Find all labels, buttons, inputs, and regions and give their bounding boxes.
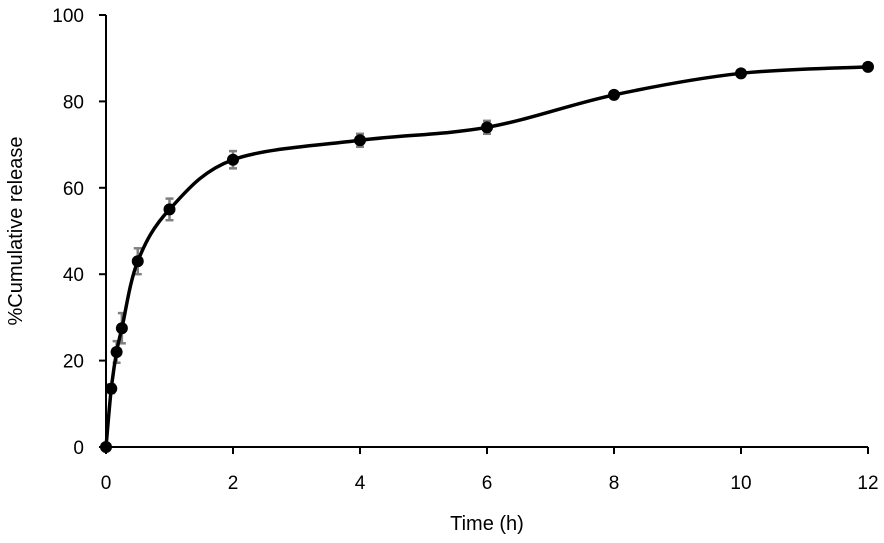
x-tick-label: 2 <box>228 473 239 494</box>
y-tick-label: 100 <box>52 6 84 27</box>
error-bars <box>107 63 872 395</box>
data-points <box>100 60 874 453</box>
data-point <box>110 345 123 358</box>
data-point <box>131 255 144 268</box>
x-tick-label: 0 <box>101 473 112 494</box>
data-point <box>354 134 366 147</box>
y-tick-label: 80 <box>63 92 84 113</box>
x-tick-label: 4 <box>355 473 366 494</box>
y-tick-label: 0 <box>73 438 84 459</box>
y-tick-label: 60 <box>63 179 84 200</box>
data-point <box>227 153 239 166</box>
data-point <box>163 203 176 216</box>
data-point <box>105 382 118 395</box>
data-point <box>608 88 620 101</box>
x-tick-label: 10 <box>730 473 751 494</box>
x-tick-label: 8 <box>609 473 620 494</box>
data-point <box>862 60 874 73</box>
data-point <box>481 121 493 134</box>
y-axis-title: %Cumulative release <box>5 137 27 326</box>
y-tick-label: 40 <box>63 265 84 286</box>
x-tick-label: 6 <box>482 473 493 494</box>
y-tick-label: 20 <box>63 352 84 373</box>
data-point <box>115 322 128 335</box>
data-point <box>735 67 747 80</box>
x-tick-label: 12 <box>857 473 878 494</box>
data-point <box>100 441 112 453</box>
plot-area: 0 20 40 60 80 100 0 2 4 6 8 10 12 <box>52 6 878 494</box>
x-axis-title: Time (h) <box>450 513 524 535</box>
y-axis-ticks: 0 20 40 60 80 100 <box>52 6 106 459</box>
x-axis-ticks: 0 2 4 6 8 10 12 <box>101 447 879 494</box>
